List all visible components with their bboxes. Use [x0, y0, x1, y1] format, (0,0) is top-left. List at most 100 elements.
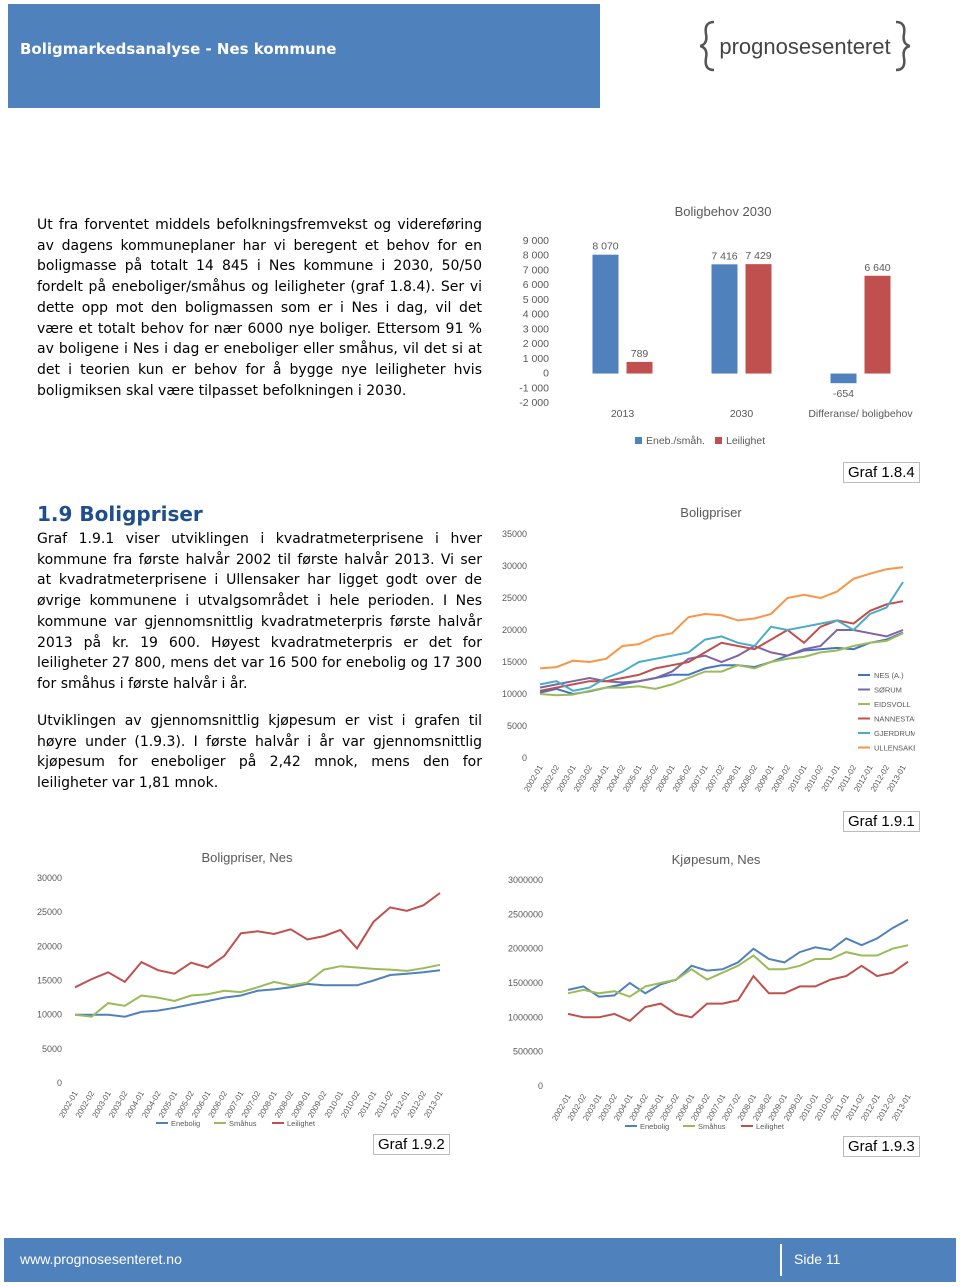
section-heading: 1.9 Boligpriser — [37, 502, 203, 526]
legend-label: EIDSVOLL — [874, 700, 911, 709]
chart: Boligpriser 35000 30000 25000 20000 15000 1000… — [502, 505, 915, 793]
legend-label: NANNESTAD — [874, 715, 915, 724]
chart: Boligbehov 2030 9 000 8 000 7 000 6 000 5 000… — [519, 204, 913, 447]
y-tick-label: 3 000 — [523, 323, 549, 335]
series-line — [567, 960, 909, 1022]
series-line — [74, 892, 441, 989]
bar — [745, 264, 772, 374]
footer-page: Side 11 — [794, 1251, 841, 1267]
legend-label: GJERDRUM — [874, 729, 915, 738]
chart-title: Boligpriser — [680, 505, 742, 520]
figure-caption: Graf 1.9.1 — [843, 811, 920, 832]
y-tick-label: 0 — [522, 753, 527, 763]
y-tick-label: 25000 — [37, 907, 62, 917]
bar — [592, 254, 619, 374]
legend-label: Småhus — [229, 1119, 257, 1128]
data-label: 789 — [631, 348, 649, 360]
data-label: 7 416 — [711, 250, 737, 262]
y-tick-label: 3000000 — [508, 875, 543, 885]
y-tick-label: 35000 — [502, 529, 527, 539]
y-tick-label: 2500000 — [508, 909, 543, 919]
legend-label: Leilighet — [726, 435, 765, 447]
figure-caption: Graf 1.9.2 — [373, 1134, 450, 1155]
y-tick-label: 9 000 — [523, 235, 549, 247]
paragraph: Graf 1.9.1 viser utviklingen i kvadratme… — [37, 531, 482, 692]
legend-label: Leilighet — [287, 1119, 316, 1128]
chart: Kjøpesum, Nes 3000000 2500000 2000000 150000… — [508, 852, 913, 1131]
x-tick-label: 2030 — [730, 408, 754, 420]
y-tick-label: 30000 — [37, 873, 62, 883]
y-tick-label: 5000 — [507, 721, 527, 731]
figure-caption: Graf 1.8.4 — [843, 462, 920, 483]
series-line — [75, 969, 441, 1018]
bar — [830, 373, 857, 384]
y-tick-label: 10000 — [37, 1010, 62, 1020]
y-tick-label: 10000 — [502, 689, 527, 699]
bar — [626, 361, 653, 374]
legend-label: Småhus — [698, 1122, 726, 1131]
y-tick-label: 15000 — [502, 657, 527, 667]
y-tick-label: 2 000 — [523, 338, 549, 350]
y-tick-label: 20000 — [502, 625, 527, 635]
y-tick-label: 1 000 — [523, 353, 549, 365]
y-tick-label: -2 000 — [519, 397, 549, 409]
y-tick-label: 1000000 — [508, 1012, 543, 1022]
chart-title: Boligpriser, Nes — [201, 850, 293, 865]
chart: Boligpriser, Nes 30000 25000 20000 15000 1000… — [37, 850, 445, 1128]
x-tick-label: 2013 — [611, 408, 635, 420]
legend-label: Leilighet — [756, 1122, 785, 1131]
bar — [711, 264, 738, 374]
y-tick-label: 2000000 — [508, 944, 543, 954]
chart-title: Boligbehov 2030 — [675, 204, 772, 219]
legend-label: Enebolig — [640, 1122, 669, 1131]
y-tick-label: 4 000 — [523, 309, 549, 321]
y-tick-label: 30000 — [502, 561, 527, 571]
data-label: 7 429 — [745, 250, 771, 262]
logo-brace — [895, 20, 910, 72]
logo-text: prognosesenteret — [719, 34, 890, 59]
footer-divider — [780, 1244, 782, 1276]
footer: www.prognosesenteret.no Side 11 — [4, 1238, 956, 1282]
series-line — [539, 566, 904, 670]
header-title: Boligmarkedsanalyse - Nes kommune — [8, 4, 600, 108]
y-tick-label: 0 — [57, 1078, 62, 1088]
series-line — [539, 632, 904, 697]
y-tick-label: 5000 — [42, 1044, 62, 1054]
series-line — [567, 918, 909, 998]
paragraph: Utviklingen av gjennomsnittlig kjøpesum … — [37, 713, 482, 792]
series-line — [539, 581, 904, 692]
legend-swatch — [715, 437, 722, 444]
legend-label: ULLENSAKER — [874, 744, 915, 753]
legend-swatch — [635, 437, 642, 444]
y-tick-label: 15000 — [37, 976, 62, 986]
y-tick-label: 0 — [543, 368, 549, 380]
series-line — [539, 629, 904, 689]
figure-caption: Graf 1.9.3 — [843, 1136, 920, 1157]
logo-brace — [700, 20, 715, 72]
y-tick-label: 0 — [538, 1081, 543, 1091]
legend-label: NES (A.) — [874, 671, 904, 680]
y-tick-label: 500000 — [513, 1047, 543, 1057]
y-tick-label: 6 000 — [523, 279, 549, 291]
y-tick-label: 20000 — [37, 941, 62, 951]
y-tick-label: 7 000 — [523, 264, 549, 276]
data-label: -654 — [833, 388, 854, 400]
chart-title: Kjøpesum, Nes — [672, 852, 761, 867]
y-tick-label: 5 000 — [523, 294, 549, 306]
series-line — [567, 944, 909, 998]
paragraph: Ut fra forventet middels befolkningsfrem… — [37, 217, 482, 399]
legend-label: Enebolig — [171, 1119, 200, 1128]
footer-url: www.prognosesenteret.no — [20, 1251, 182, 1267]
legend-label: Eneb./småh. — [646, 435, 705, 447]
data-label: 8 070 — [592, 241, 618, 253]
series-line — [74, 963, 441, 1018]
bar — [864, 275, 891, 374]
y-tick-label: 8 000 — [523, 250, 549, 262]
logo: prognosesenteret — [700, 20, 910, 72]
y-tick-label: 25000 — [502, 593, 527, 603]
x-tick-label: Differanse/ boligbehov — [808, 408, 913, 420]
y-tick-label: -1 000 — [519, 382, 549, 394]
data-label: 6 640 — [864, 262, 890, 274]
